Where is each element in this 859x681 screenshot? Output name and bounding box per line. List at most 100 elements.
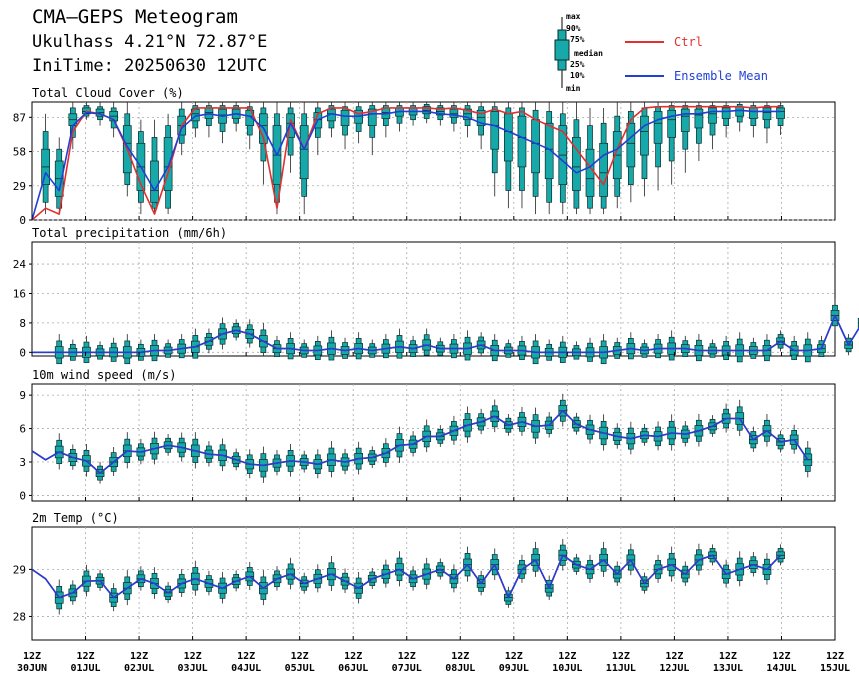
mean-line — [31, 554, 782, 599]
y-tick-label: 29 — [13, 180, 26, 193]
x-tick-label-time: 12Z — [719, 651, 737, 662]
legend-box-label: median — [574, 48, 603, 58]
legend-box-label: max — [566, 12, 581, 21]
legend-box-label: 25% — [570, 60, 585, 69]
box-inner — [476, 109, 486, 126]
mean-line — [31, 409, 809, 474]
box-inner — [150, 160, 159, 203]
box-inner — [517, 115, 527, 168]
x-tick-label-time: 12Z — [558, 651, 576, 662]
x-tick-label-time: 12Z — [398, 651, 416, 662]
x-tick-label-date: 03JUL — [178, 663, 208, 674]
y-tick-label: 29 — [13, 563, 26, 576]
legend-box-label: 75% — [570, 35, 585, 44]
x-tick-label-time: 12Z — [826, 651, 844, 662]
y-tick-label: 3 — [19, 456, 26, 469]
x-tick-label-time: 12Z — [772, 651, 790, 662]
y-tick-label: 0 — [19, 489, 26, 502]
panel-title: Total Cloud Cover (%) — [32, 86, 184, 100]
x-tick-label-date: 13JUL — [713, 663, 743, 674]
box-inner — [653, 111, 663, 144]
x-tick-label-date: 01JUL — [70, 663, 100, 674]
x-tick-label-date: 07JUL — [392, 663, 422, 674]
box-inner — [762, 107, 772, 121]
init-time-label: IniTime: 20250630 12UTC — [32, 56, 268, 76]
x-tick-label-date: 15JUL — [820, 663, 850, 674]
x-tick-label-date: 04JUL — [231, 663, 261, 674]
x-tick-label-date: 30JUN — [17, 663, 47, 674]
box-inner — [544, 122, 554, 180]
y-tick-label: 8 — [19, 317, 26, 330]
x-tick-label-date: 02JUL — [124, 663, 154, 674]
y-tick-label: 0 — [19, 346, 26, 359]
box-inner — [504, 113, 513, 162]
box-inner — [340, 109, 350, 126]
y-tick-label: 9 — [19, 389, 26, 402]
box-inner — [626, 122, 636, 168]
x-tick-label-time: 12Z — [237, 651, 255, 662]
box-inner — [449, 108, 459, 118]
x-tick-label-time: 12Z — [291, 651, 309, 662]
x-tick-label-date: 08JUL — [445, 663, 475, 674]
x-tick-label-date: 09JUL — [499, 663, 529, 674]
legend-box-label: 90% — [566, 24, 581, 33]
box-inner — [163, 137, 173, 191]
box-inner — [640, 115, 649, 156]
box-inner — [286, 113, 295, 138]
mean-line — [31, 109, 781, 221]
x-tick-label-time: 12Z — [451, 651, 469, 662]
panel-frame — [31, 241, 836, 357]
mean-line — [32, 314, 859, 354]
y-tick-label: 24 — [13, 258, 27, 271]
panel-title: Total precipitation (mm/6h) — [32, 226, 227, 240]
box-inner — [490, 111, 500, 150]
legend-mean-label: Ensemble Mean — [674, 69, 768, 83]
box-inner — [367, 108, 377, 126]
x-tick-label-time: 12Z — [612, 651, 630, 662]
y-tick-label: 58 — [13, 146, 26, 159]
legend-box-label: min — [566, 83, 581, 93]
y-tick-label: 6 — [19, 423, 26, 436]
panel-frame — [31, 526, 836, 641]
box-inner — [463, 108, 472, 121]
x-tick-label-date: 14JUL — [766, 663, 796, 674]
legend-box-inner — [554, 39, 570, 61]
chart-title: CMA–GEPS Meteogram — [32, 6, 238, 28]
box-inner — [748, 107, 758, 119]
legend-box-label: 10% — [570, 71, 585, 80]
box-inner — [299, 125, 309, 180]
box-inner — [667, 109, 677, 138]
x-tick-label-date: 05JUL — [285, 663, 315, 674]
x-tick-label-time: 12Z — [344, 651, 362, 662]
box-inner — [531, 119, 540, 174]
y-tick-label: 16 — [13, 287, 26, 300]
legend-ctrl-label: Ctrl — [674, 35, 703, 49]
panel-title: 10m wind speed (m/s) — [32, 368, 177, 382]
panel-title: 2m Temp (°C) — [32, 511, 119, 525]
x-tick-label-time: 12Z — [77, 651, 95, 662]
ctrl-line — [31, 105, 781, 221]
box-group — [41, 102, 785, 215]
box-inner — [735, 106, 745, 117]
box-group — [54, 393, 813, 484]
x-tick-label-date: 12JUL — [659, 663, 689, 674]
x-tick-label-date: 11JUL — [606, 663, 636, 674]
box-inner — [599, 142, 608, 197]
box-inner — [776, 107, 785, 119]
y-tick-label: 87 — [13, 111, 26, 124]
x-tick-label-date: 10JUL — [552, 663, 582, 674]
x-tick-label-time: 12Z — [505, 651, 523, 662]
x-tick-label-time: 12Z — [665, 651, 683, 662]
panel-frame — [31, 383, 836, 502]
box-inner — [572, 137, 581, 191]
box-inner — [708, 107, 717, 124]
ctrl-line — [31, 409, 809, 474]
y-tick-label: 0 — [19, 214, 26, 227]
x-tick-label-time: 12Z — [23, 651, 41, 662]
x-tick-label-date: 06JUL — [338, 663, 368, 674]
x-tick-label-time: 12Z — [184, 651, 202, 662]
box-inner — [680, 108, 690, 132]
box-group — [54, 299, 859, 365]
box-inner — [585, 148, 595, 197]
